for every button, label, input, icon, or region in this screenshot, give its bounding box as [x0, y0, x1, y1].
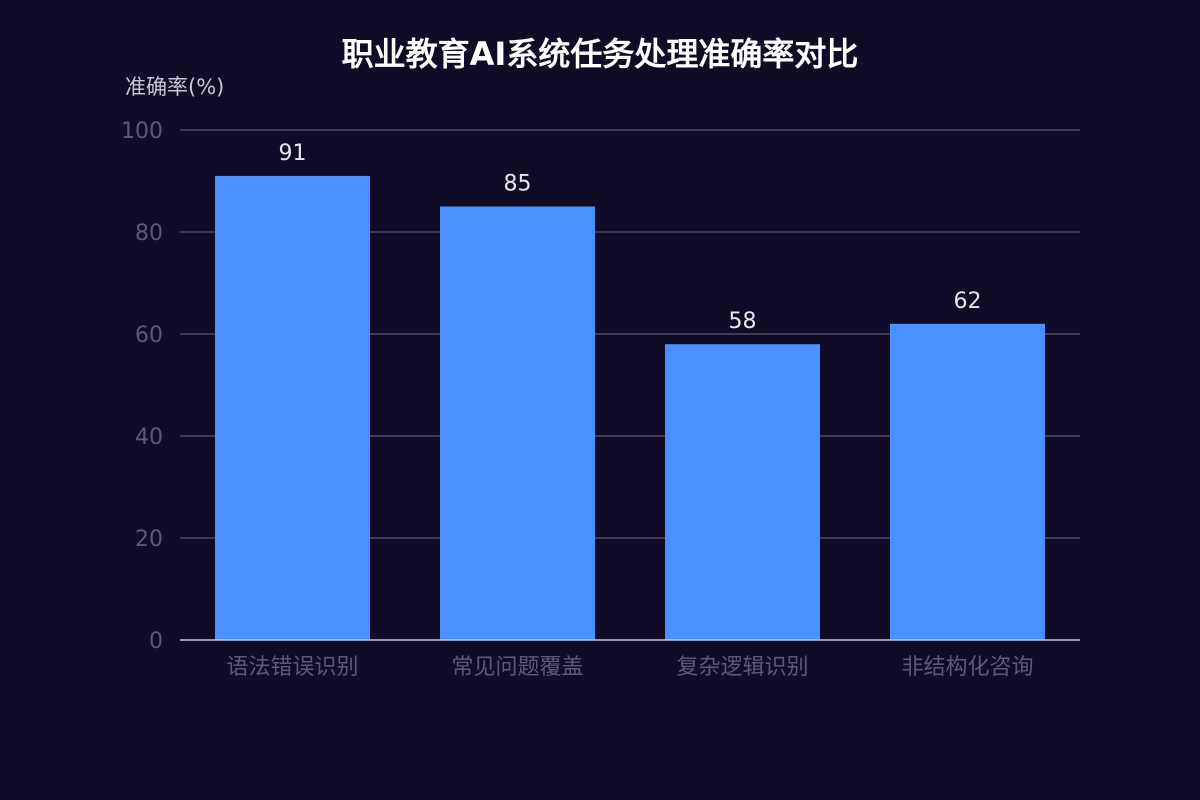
bar[interactable] [890, 323, 1045, 640]
bar[interactable] [215, 175, 370, 640]
data-label: 91 [279, 141, 307, 166]
y-tick-label: 0 [149, 629, 163, 654]
data-label: 62 [954, 289, 982, 314]
chart-title: 职业教育AI系统任务处理准确率对比 [341, 35, 859, 73]
y-tick-label: 60 [135, 323, 163, 348]
y-tick-label: 20 [135, 527, 163, 552]
y-tick-labels: 0 20 40 60 80 100 [121, 119, 163, 654]
bar[interactable] [665, 344, 820, 640]
y-tick-label: 40 [135, 425, 163, 450]
bars [215, 175, 1045, 641]
bar[interactable] [440, 206, 595, 641]
y-axis-title: 准确率(%) [125, 75, 224, 99]
data-label: 58 [729, 309, 757, 334]
x-tick-label: 语法错误识别 [226, 655, 358, 680]
data-labels: 91 85 58 62 [279, 141, 982, 334]
data-label: 85 [504, 172, 532, 197]
x-tick-label: 常见问题覆盖 [451, 655, 583, 680]
x-tick-label: 复杂逻辑识别 [676, 655, 808, 680]
x-tick-label: 非结构化咨询 [901, 655, 1033, 680]
y-tick-label: 100 [121, 119, 163, 144]
y-tick-label: 80 [135, 221, 163, 246]
x-tick-labels: 语法错误识别 常见问题覆盖 复杂逻辑识别 非结构化咨询 [226, 655, 1033, 680]
